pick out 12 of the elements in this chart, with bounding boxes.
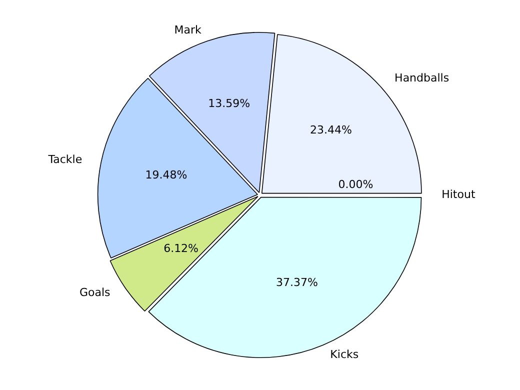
slice-label: Handballs (394, 71, 450, 84)
slice-label: Mark (174, 24, 202, 37)
category-label: Hitout (442, 188, 476, 201)
data-label: 23.44% (310, 124, 352, 137)
data-label: 37.37% (276, 276, 318, 290)
slice-label: Goals (79, 286, 111, 300)
slice-label: Tackle (47, 152, 82, 166)
slice-label: Kicks (330, 348, 359, 361)
text: 0.00% (338, 178, 374, 191)
data-label: 13.59% (208, 97, 250, 110)
data-label: 6.12% (164, 242, 199, 256)
data-label: 19.48% (145, 168, 188, 182)
